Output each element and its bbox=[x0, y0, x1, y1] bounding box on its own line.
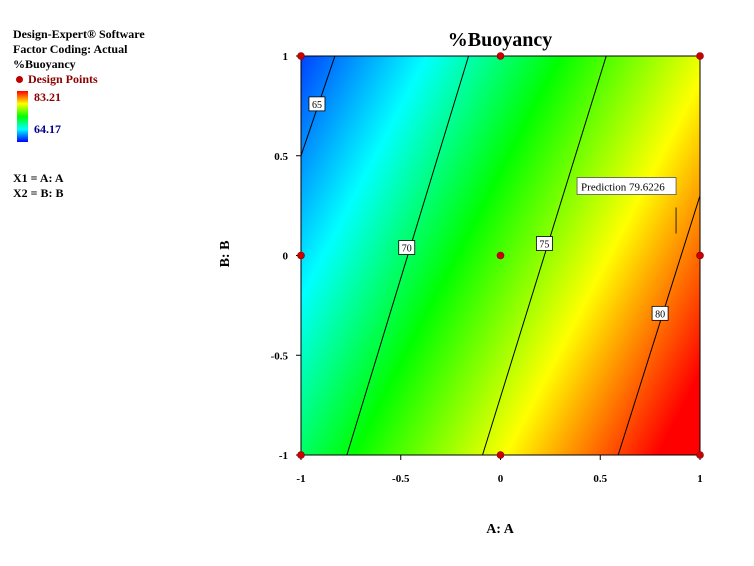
contour-line-75 bbox=[482, 55, 607, 456]
prediction-box bbox=[576, 177, 677, 195]
design-point bbox=[297, 52, 305, 60]
design-point bbox=[297, 251, 305, 260]
design-point bbox=[696, 52, 704, 60]
contour-label-box-80 bbox=[651, 305, 669, 321]
y-tick-label: 1 bbox=[283, 51, 289, 63]
software-info: Design-Expert® Software Factor Coding: A… bbox=[13, 27, 145, 87]
y-tick-label: 0 bbox=[283, 251, 289, 263]
design-point bbox=[496, 251, 505, 260]
contour-label-box-65 bbox=[308, 96, 326, 112]
factor-x2: X2 = B: B bbox=[13, 186, 64, 200]
contour-label-box-75 bbox=[535, 236, 553, 251]
design-points-legend: Design Points bbox=[13, 72, 145, 87]
y-tick-label: -0.5 bbox=[271, 350, 289, 362]
contour-label-box-70 bbox=[398, 240, 416, 255]
contour-label-75: 75 bbox=[539, 240, 549, 251]
x-tick-label: -1 bbox=[296, 473, 305, 485]
design-point bbox=[496, 451, 505, 459]
design-point bbox=[696, 451, 704, 459]
factor-x1: X1 = A: A bbox=[13, 171, 64, 185]
x-axis-label: A: A bbox=[486, 522, 514, 537]
x-tick-label: -0.5 bbox=[392, 473, 410, 485]
contour-label-65: 65 bbox=[312, 100, 322, 111]
contour-label-80: 80 bbox=[655, 309, 665, 320]
factor-definitions: X1 = A: A X2 = B: B bbox=[13, 171, 64, 201]
factor-coding: Factor Coding: Actual bbox=[13, 42, 128, 56]
contour-label-70: 70 bbox=[402, 244, 412, 255]
contour-line-80 bbox=[617, 195, 701, 456]
color-legend-bar bbox=[17, 91, 28, 142]
x-tick-label: 0.5 bbox=[593, 473, 607, 485]
prediction-text: Prediction 79.6226 bbox=[581, 182, 665, 194]
legend-high-value: 83.21 bbox=[34, 90, 61, 104]
design-point bbox=[696, 251, 704, 260]
y-tick-label: -1 bbox=[279, 450, 288, 462]
response-name: %Buoyancy bbox=[13, 57, 76, 71]
software-name: Design-Expert® Software bbox=[13, 27, 145, 41]
x-tick-label: 1 bbox=[697, 473, 703, 485]
x-tick-label: 0 bbox=[498, 473, 504, 485]
legend-low-value: 64.17 bbox=[34, 122, 61, 136]
design-point-icon bbox=[16, 76, 23, 84]
design-point bbox=[496, 52, 505, 60]
chart-title: %Buoyancy bbox=[447, 29, 553, 51]
y-tick-label: 0.5 bbox=[274, 151, 288, 163]
design-points-label: Design Points bbox=[28, 72, 98, 86]
contour-line-70 bbox=[346, 55, 470, 456]
design-point bbox=[297, 451, 305, 459]
